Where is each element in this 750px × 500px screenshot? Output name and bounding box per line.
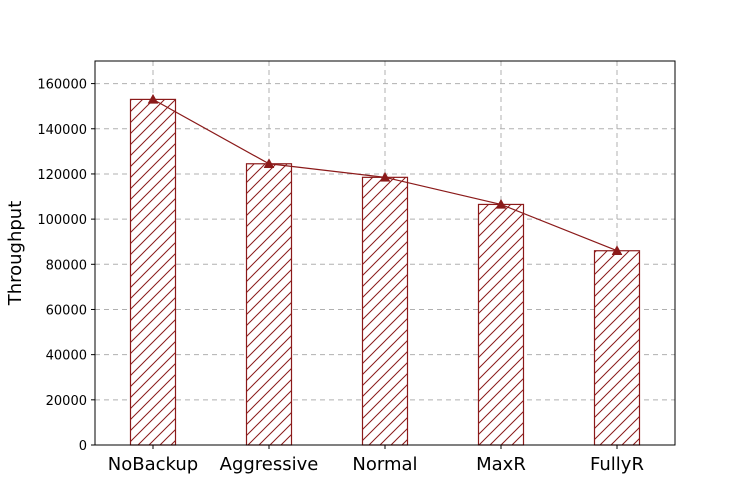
y-tick-label: 140000 (37, 123, 87, 138)
trend-point-maxr (495, 198, 507, 209)
y-tick-label: 40000 (46, 349, 87, 364)
trend-point-nobackup (147, 93, 159, 104)
y-tick-label: 80000 (46, 258, 87, 273)
y-tick-label: 0 (79, 439, 87, 454)
trend-point-aggressive (263, 158, 275, 169)
y-axis: 0 20000 40000 60000 80000 100000 120000 140000 1… (37, 78, 95, 454)
y-tick-label: 120000 (37, 168, 87, 183)
x-tick-label: NoBackup (108, 454, 198, 475)
x-tick-label: MaxR (476, 454, 526, 475)
x-axis: NoBackup Aggressive Normal MaxR FullyR (108, 445, 644, 475)
y-tick-label: 100000 (37, 213, 87, 228)
bars (129, 98, 641, 446)
trend-line (147, 93, 623, 255)
y-tick-label: 160000 (37, 78, 87, 93)
y-axis-label: Throughput (5, 201, 26, 307)
bar-nobackup (129, 98, 177, 446)
bar-aggressive (245, 163, 293, 446)
y-tick-label: 20000 (46, 394, 87, 409)
bar-maxr (477, 203, 525, 446)
bar-normal (361, 176, 409, 446)
x-tick-label: Normal (352, 454, 417, 475)
y-tick-label: 60000 (46, 303, 87, 318)
x-tick-label: Aggressive (220, 454, 319, 475)
x-tick-label: FullyR (590, 454, 644, 475)
bar-fullyr (593, 250, 641, 446)
trend-point-normal (379, 171, 391, 182)
trend-point-fullyr (611, 245, 623, 255)
